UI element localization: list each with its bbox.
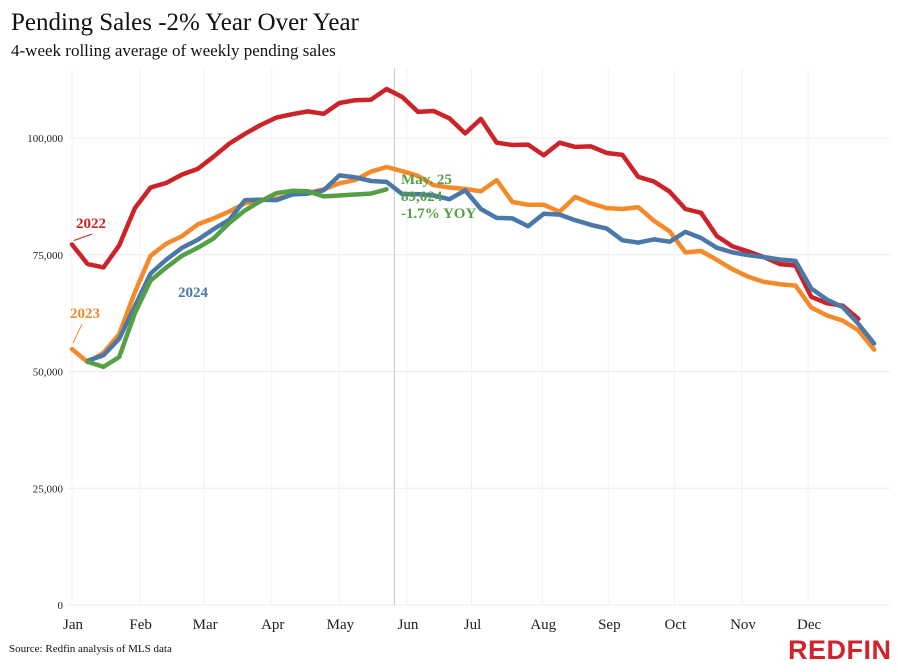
- annotation-value: 89,024: [401, 189, 443, 205]
- x-tick-label: Apr: [261, 617, 284, 633]
- chart-title: Pending Sales -2% Year Over Year: [11, 9, 359, 36]
- series-label-2022: 2022: [76, 216, 106, 232]
- y-tick-label: 100,000: [27, 133, 63, 145]
- x-tick-label: Nov: [730, 617, 756, 633]
- x-tick-label: Feb: [129, 617, 152, 633]
- chart-subtitle: 4-week rolling average of weekly pending…: [11, 41, 336, 60]
- annotation-date: May. 25: [401, 172, 452, 188]
- x-tick-label: Jun: [398, 617, 419, 633]
- series-lines: [69, 86, 877, 370]
- x-tick-label: Jan: [63, 617, 83, 633]
- annotation-change: -1.7% YOY: [401, 206, 476, 222]
- x-tick-label: May: [327, 617, 355, 633]
- y-tick-label: 0: [58, 600, 64, 612]
- x-tick-label: Oct: [665, 617, 687, 633]
- series-line-2025: [85, 187, 389, 370]
- source-note: Source: Redfin analysis of MLS data: [9, 643, 172, 655]
- grid-lines: [68, 68, 890, 606]
- leader-line-2023: [72, 323, 83, 344]
- series-label-2023: 2023: [70, 306, 100, 322]
- x-tick-label: Mar: [193, 617, 218, 633]
- y-tick-label: 75,000: [33, 250, 64, 262]
- x-tick-label: Dec: [797, 617, 821, 633]
- x-tick-label: Sep: [598, 617, 621, 633]
- redfin-logo: REDFIN: [788, 635, 892, 665]
- axis-labels: 0 25,000 50,000 75,000 100,000 Jan Feb Mar Apr Ma…: [27, 133, 821, 633]
- series-line-2024: [85, 173, 877, 364]
- series-line-2022: [69, 86, 861, 322]
- leader-line-2022: [73, 233, 93, 241]
- y-tick-label: 25,000: [33, 483, 64, 495]
- x-tick-label: Jul: [464, 617, 482, 633]
- series-line-2023: [69, 164, 877, 365]
- x-tick-label: Aug: [530, 617, 556, 633]
- series-label-2024: 2024: [178, 285, 209, 301]
- y-tick-label: 50,000: [33, 367, 64, 379]
